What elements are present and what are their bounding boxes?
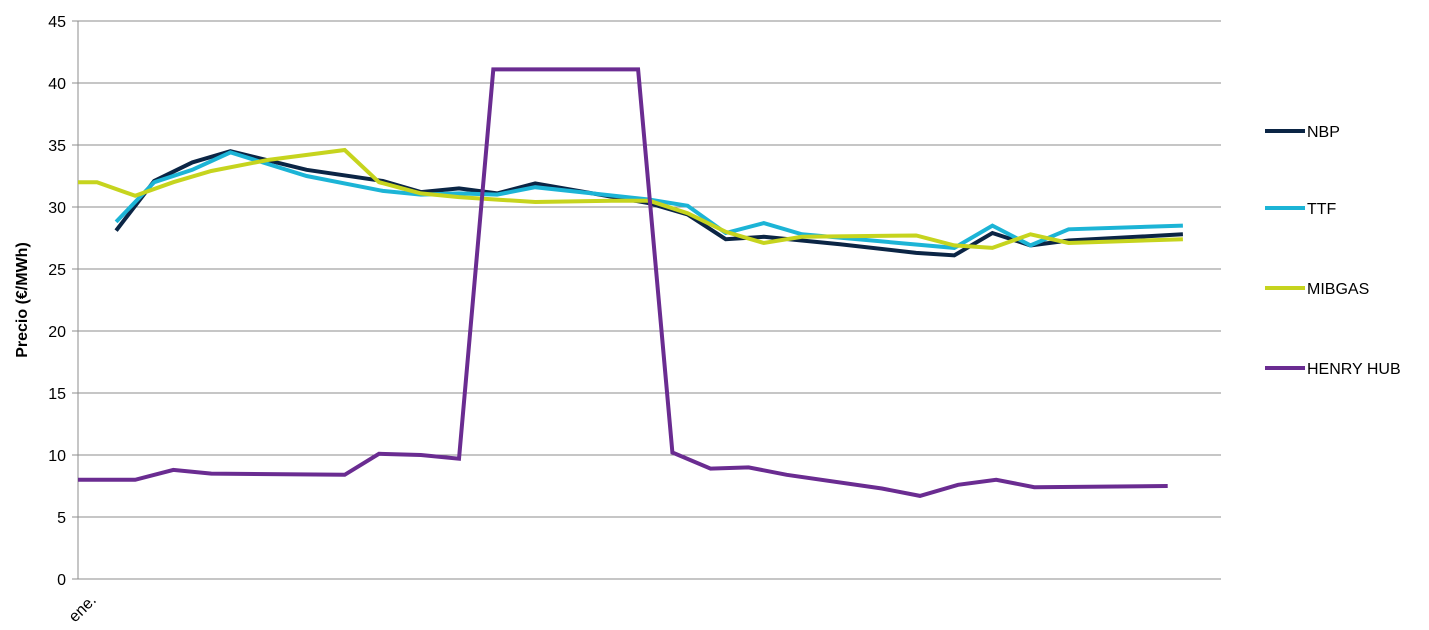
y-tick-labels: 0 5 10 15 20 25 30 35 40 45 <box>48 14 66 589</box>
y-tick-label: 30 <box>48 200 66 217</box>
legend-label: MIBGAS <box>1307 281 1369 298</box>
legend: NBP TTF MIBGAS HENRY HUB <box>1265 124 1401 378</box>
x-tick-label: ene. <box>66 592 100 626</box>
series-line-mibgas <box>78 147 1183 250</box>
x-tick-labels: ene. <box>66 592 100 626</box>
y-tick-label: 25 <box>48 262 66 279</box>
series-lines <box>78 67 1184 498</box>
y-tick-label: 45 <box>48 14 66 31</box>
y-tick-label: 10 <box>48 448 66 465</box>
y-tick-label: 40 <box>48 76 66 93</box>
legend-label: NBP <box>1307 124 1340 141</box>
axes <box>72 20 1221 580</box>
legend-label: HENRY HUB <box>1307 361 1401 378</box>
series-line-ttf <box>114 150 1183 250</box>
y-tick-label: 0 <box>57 572 66 589</box>
y-tick-label: 20 <box>48 324 66 341</box>
y-tick-label: 5 <box>57 510 66 527</box>
legend-label: TTF <box>1307 201 1337 218</box>
series-line-henry-hub <box>78 67 1168 498</box>
y-tick-label: 15 <box>48 386 66 403</box>
grid-lines <box>78 20 1221 518</box>
y-tick-label: 35 <box>48 138 66 155</box>
y-axis-label: Precio (€/MWh) <box>14 242 31 358</box>
